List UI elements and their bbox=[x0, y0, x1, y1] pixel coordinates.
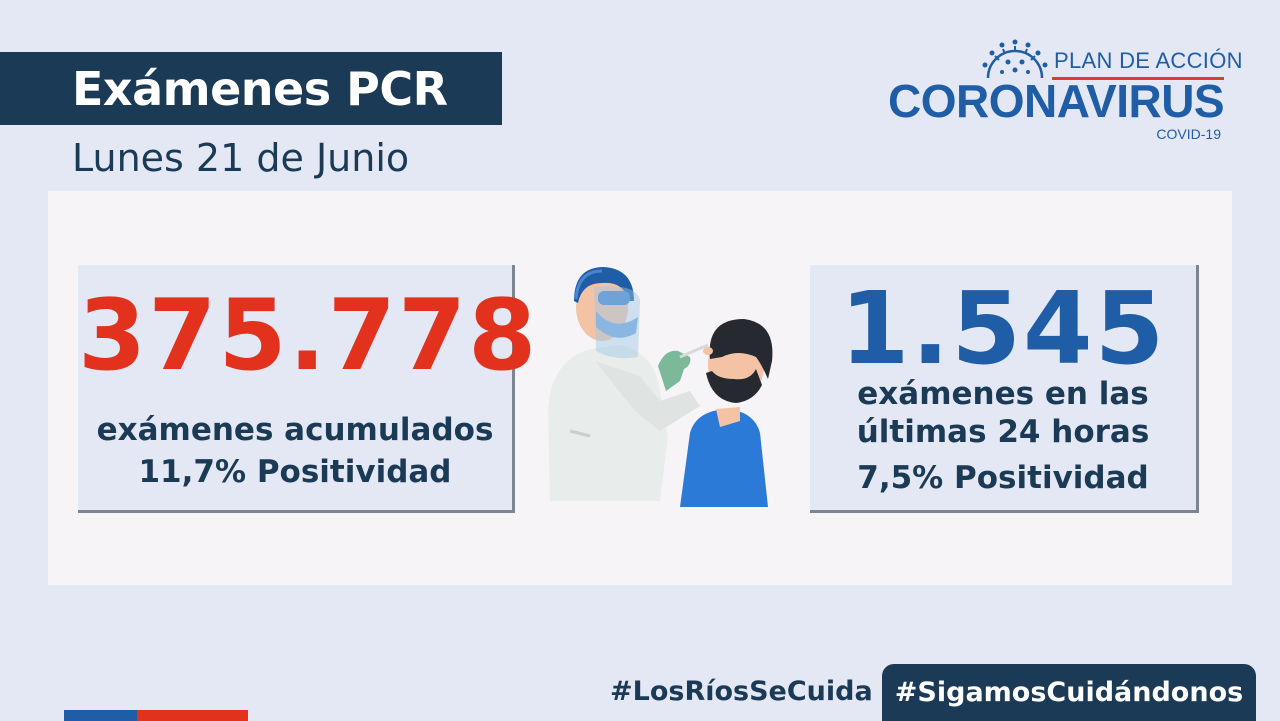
date-label: Lunes 21 de Junio bbox=[72, 136, 410, 180]
cumulative-exams-card: 375.778 exámenes acumulados 11,7% Positi… bbox=[78, 265, 539, 513]
daily-exams-label-1: exámenes en las bbox=[857, 376, 1149, 412]
title-banner: Exámenes PCR bbox=[0, 52, 502, 125]
coronavirus-wordmark: CORONAVIRUS bbox=[888, 75, 1225, 127]
plan-de-accion-label: PLAN DE ACCIÓN bbox=[1054, 48, 1243, 73]
daily-exams-value: 1.545 bbox=[839, 270, 1167, 387]
cumulative-exams-value: 375.778 bbox=[78, 279, 539, 393]
coronavirus-logo: PLAN DE ACCIÓN CORONAVIRUS COVID-19 bbox=[880, 38, 1243, 148]
stats-panel: 375.778 exámenes acumulados 11,7% Positi… bbox=[48, 191, 1232, 585]
hashtag-sigamos: #SigamosCuidándonos bbox=[894, 677, 1244, 708]
virus-icon bbox=[982, 39, 1048, 79]
covid-19-label: COVID-19 bbox=[1156, 126, 1221, 142]
hashtag-box: #SigamosCuidándonos bbox=[882, 664, 1256, 721]
cumulative-positivity: 11,7% Positividad bbox=[138, 454, 452, 490]
flag-stripe-red bbox=[137, 710, 248, 721]
page-title: Exámenes PCR bbox=[72, 61, 448, 116]
daily-exams-label-2: últimas 24 horas bbox=[856, 414, 1150, 450]
flag-stripe-blue bbox=[64, 710, 137, 721]
hashtag-los-rios: #LosRíosSeCuida bbox=[610, 676, 873, 707]
daily-exams-card: 1.545 exámenes en las últimas 24 horas 7… bbox=[810, 265, 1199, 513]
logo-red-line bbox=[1052, 77, 1224, 80]
daily-positivity: 7,5% Positividad bbox=[857, 460, 1149, 496]
pcr-swab-test-illustration bbox=[548, 267, 773, 507]
cumulative-exams-label: exámenes acumulados bbox=[96, 412, 494, 448]
